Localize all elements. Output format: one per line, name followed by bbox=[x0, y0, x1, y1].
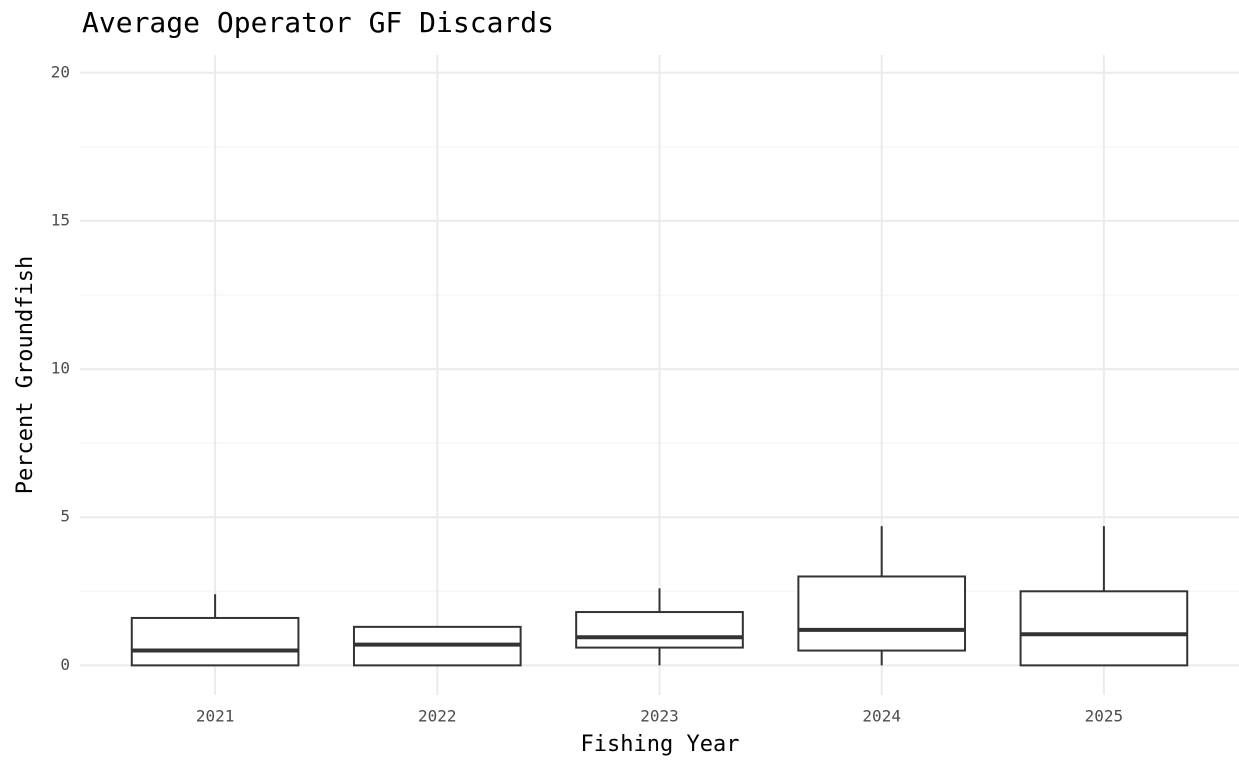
box bbox=[1019, 590, 1189, 667]
box bbox=[130, 616, 300, 667]
y-tick-label: 0 bbox=[60, 655, 70, 674]
y-tick-label: 20 bbox=[51, 62, 70, 81]
x-tick-label: 2021 bbox=[196, 707, 235, 726]
box bbox=[575, 611, 744, 649]
x-tick-label: 2022 bbox=[418, 707, 457, 726]
y-tick-label: 10 bbox=[51, 359, 70, 378]
x-tick-label: 2024 bbox=[862, 707, 901, 726]
x-tick-label: 2025 bbox=[1085, 707, 1124, 726]
x-axis-label: Fishing Year bbox=[581, 732, 740, 757]
x-tick-label: 2023 bbox=[640, 707, 679, 726]
chart-title: Average Operator GF Discards bbox=[82, 6, 554, 39]
box bbox=[797, 575, 967, 652]
y-tick-label: 5 bbox=[60, 507, 70, 526]
y-axis-label: Percent Groundfish bbox=[13, 256, 38, 494]
y-tick-label: 15 bbox=[51, 210, 70, 229]
